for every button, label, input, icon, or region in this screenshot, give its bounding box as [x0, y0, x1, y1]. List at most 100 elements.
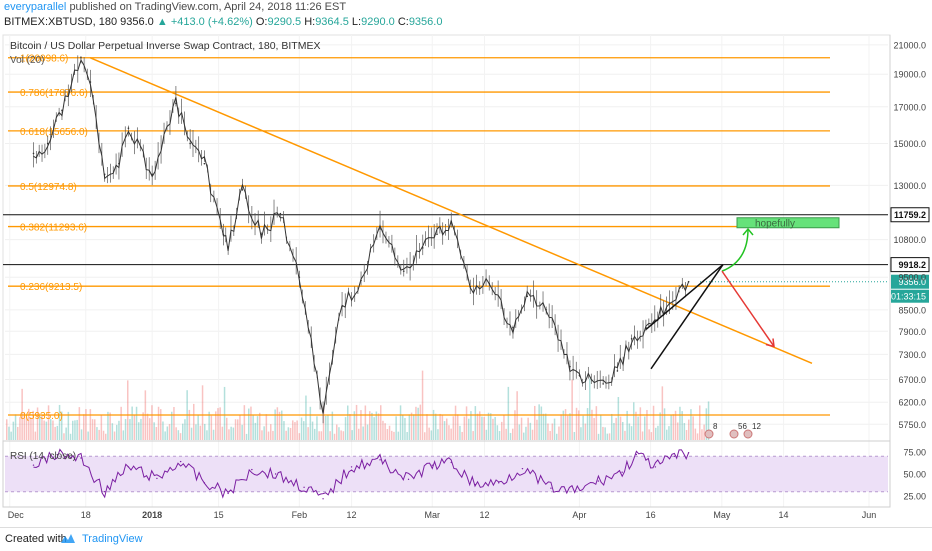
- volume-bar: [118, 420, 120, 440]
- volume-bar: [415, 406, 417, 440]
- volume-bar: [639, 407, 642, 440]
- rsi-point: [521, 467, 524, 470]
- high-value: 9364.5: [315, 16, 349, 28]
- volume-bar: [549, 430, 551, 440]
- time-axis[interactable]: Dec 18 2018 15 Feb 12 Mar 12 Apr 16 May 14 Jun: [8, 510, 877, 520]
- volume-bar: [707, 401, 710, 440]
- tradingview-brand[interactable]: TradingView: [82, 533, 143, 545]
- time-tick-label: 16: [646, 510, 656, 520]
- volume-bar: [395, 416, 397, 440]
- price-point: [578, 374, 581, 376]
- price-point: [298, 276, 301, 279]
- volume-bar: [650, 432, 653, 440]
- author-name[interactable]: everyparallel: [4, 1, 67, 13]
- volume-bar: [215, 411, 217, 440]
- rsi-line: [33, 448, 690, 499]
- volume-bar: [648, 429, 650, 440]
- time-tick-label: 12: [347, 510, 357, 520]
- price-tick-label: 5750.0: [898, 420, 926, 430]
- volume-bar: [333, 433, 336, 440]
- volume-bar: [65, 427, 67, 440]
- volume-bar: [595, 406, 598, 440]
- volume-bar: [701, 429, 703, 440]
- volume-bar: [470, 411, 472, 440]
- volume-bar: [89, 409, 92, 440]
- projection-arrows[interactable]: hopefully 8 56 12: [704, 217, 840, 439]
- horizontal-lines[interactable]: 11759.2 9918.2 9356.0 01:33:15: [3, 207, 930, 303]
- price-axis[interactable]: 21000.0 19000.0 17000.0 15000.0 13000.0 10800…: [889, 35, 926, 507]
- ohlc-readout: BITMEX:XBTUSD, 180 9356.0 ▲ +413.0 (+4.6…: [4, 16, 442, 28]
- bearish-arrow-head: [765, 338, 775, 348]
- downtrend-line[interactable]: [89, 57, 813, 365]
- time-tick-label: Apr: [572, 510, 586, 520]
- volume-bar: [116, 424, 118, 440]
- time-tick-label: 2018: [142, 510, 162, 520]
- volume-bar: [534, 405, 536, 440]
- volume-bar: [307, 427, 309, 440]
- volume-bar: [437, 429, 439, 440]
- volume-bar: [28, 408, 30, 440]
- price-chart[interactable]: 1(20098.6) 0.786(17876.6) 0.618(15656.0) 0.…: [0, 0, 932, 527]
- time-tick-label: 15: [214, 510, 224, 520]
- rsi-point: [56, 453, 58, 456]
- price-tick-label: 17000.0: [893, 102, 926, 112]
- volume-bar: [646, 409, 648, 440]
- volume-bar: [338, 427, 340, 440]
- fib-level-label: 1(20098.6): [20, 54, 68, 65]
- volume-bar: [56, 425, 59, 440]
- fib-level-label: 0.786(17876.6): [20, 88, 88, 99]
- fib-retracement[interactable]: 1(20098.6) 0.786(17876.6) 0.618(15656.0) 0.…: [8, 54, 830, 422]
- volume-bar: [281, 410, 283, 440]
- rsi-point: [32, 464, 35, 466]
- volume-bar: [41, 414, 43, 440]
- volume-bar: [263, 426, 265, 440]
- rsi-point: [687, 452, 690, 454]
- volume-bar: [586, 408, 589, 440]
- bullish-arrow-head: [742, 227, 754, 236]
- volume-bar: [151, 405, 153, 440]
- volume-bar: [34, 431, 37, 440]
- volume-bar: [300, 417, 303, 440]
- low-label: L:: [351, 16, 362, 28]
- volume-bar: [76, 419, 78, 440]
- volume-bar: [602, 426, 604, 440]
- volume-bar: [294, 422, 296, 440]
- volume-bar: [622, 421, 624, 440]
- volume-bar: [529, 422, 532, 440]
- volume-bar: [417, 407, 419, 440]
- volume-bar: [584, 423, 587, 440]
- volume-bar: [166, 426, 169, 440]
- volume-bar: [571, 379, 573, 440]
- volume-bar: [501, 421, 503, 440]
- volume-bar: [204, 423, 206, 440]
- volume-bar: [272, 430, 274, 440]
- volume-bar: [265, 414, 268, 440]
- volume-bar: [443, 421, 446, 440]
- volume-bar: [573, 431, 576, 440]
- volume-bar: [259, 412, 261, 440]
- ticker-label: BITMEX:XBTUSD, 180: [4, 16, 118, 28]
- horizontal-line-badge: [890, 207, 930, 223]
- volume-bar: [340, 430, 342, 440]
- event-marker-count: 8: [713, 422, 718, 431]
- volume-bar: [155, 427, 158, 440]
- fib-level-label: 0.382(11293.6): [20, 223, 87, 234]
- volume-bar: [564, 409, 567, 440]
- volume-bar: [305, 395, 307, 440]
- volume-bar: [347, 405, 349, 440]
- price-point: [260, 233, 263, 236]
- volume-bar: [492, 418, 494, 440]
- rsi-point: [350, 466, 353, 468]
- price-point: [360, 279, 362, 282]
- volume-bar: [129, 419, 131, 440]
- price-point: [203, 162, 206, 165]
- time-tick-label: 14: [779, 510, 789, 520]
- volume-bar: [157, 406, 160, 440]
- rising-wedge[interactable]: [645, 263, 724, 370]
- open-label: O:: [255, 16, 268, 28]
- price-tick-label: 19000.0: [893, 70, 926, 80]
- volume-bar: [450, 428, 452, 440]
- volume-bar: [677, 422, 679, 440]
- volume-bar: [465, 406, 468, 440]
- price-point: [450, 220, 453, 223]
